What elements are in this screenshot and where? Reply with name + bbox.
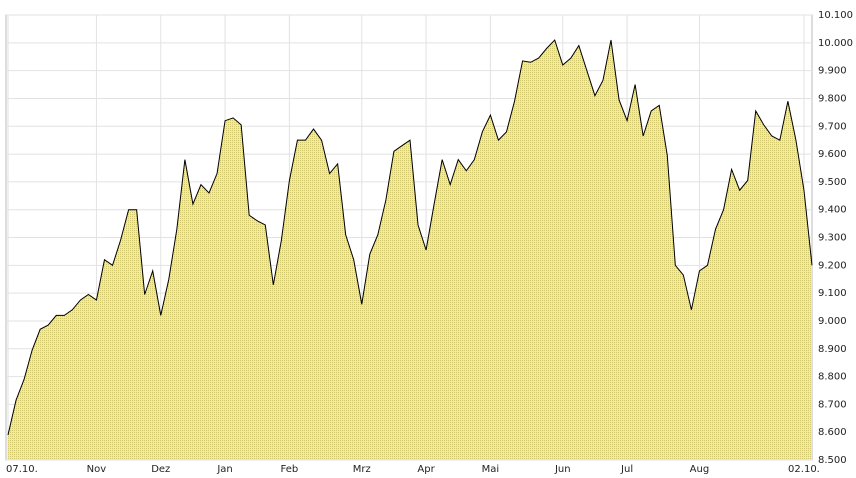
y-tick-label: 9.600: [818, 149, 847, 160]
y-tick-label: 10.000: [818, 38, 853, 49]
x-tick-label: Dez: [151, 464, 170, 475]
x-tick-label: Jan: [216, 464, 232, 475]
y-tick-label: 9.800: [818, 93, 847, 104]
y-tick-label: 9.200: [818, 260, 847, 271]
x-tick-label: Mai: [482, 464, 500, 475]
y-tick-label: 8.600: [818, 427, 847, 438]
x-tick-label: Mrz: [353, 464, 371, 475]
y-tick-label: 9.000: [818, 316, 847, 327]
x-tick-label: Feb: [281, 464, 299, 475]
y-tick-label: 9.500: [818, 177, 847, 188]
y-tick-label: 8.700: [818, 399, 847, 410]
y-tick-label: 8.500: [818, 455, 847, 466]
y-tick-label: 9.900: [818, 66, 847, 77]
y-tick-label: 9.700: [818, 121, 847, 132]
x-tick-label: Aug: [690, 464, 710, 475]
y-tick-label: 8.800: [818, 372, 847, 383]
x-tick-label: Nov: [87, 464, 107, 475]
x-tick-label: Jul: [620, 464, 633, 475]
x-tick-label: 02.10.: [788, 464, 820, 475]
y-tick-label: 9.300: [818, 233, 847, 244]
y-tick-label: 10.100: [818, 10, 853, 21]
y-tick-label: 8.900: [818, 344, 847, 355]
y-tick-label: 9.100: [818, 288, 847, 299]
y-tick-label: 9.400: [818, 205, 847, 216]
line: [7, 39, 813, 436]
area: [8, 40, 812, 460]
x-tick-label: 07.10.: [6, 464, 38, 475]
x-tick-label: Jun: [554, 464, 571, 475]
x-tick-label: Apr: [417, 464, 435, 475]
